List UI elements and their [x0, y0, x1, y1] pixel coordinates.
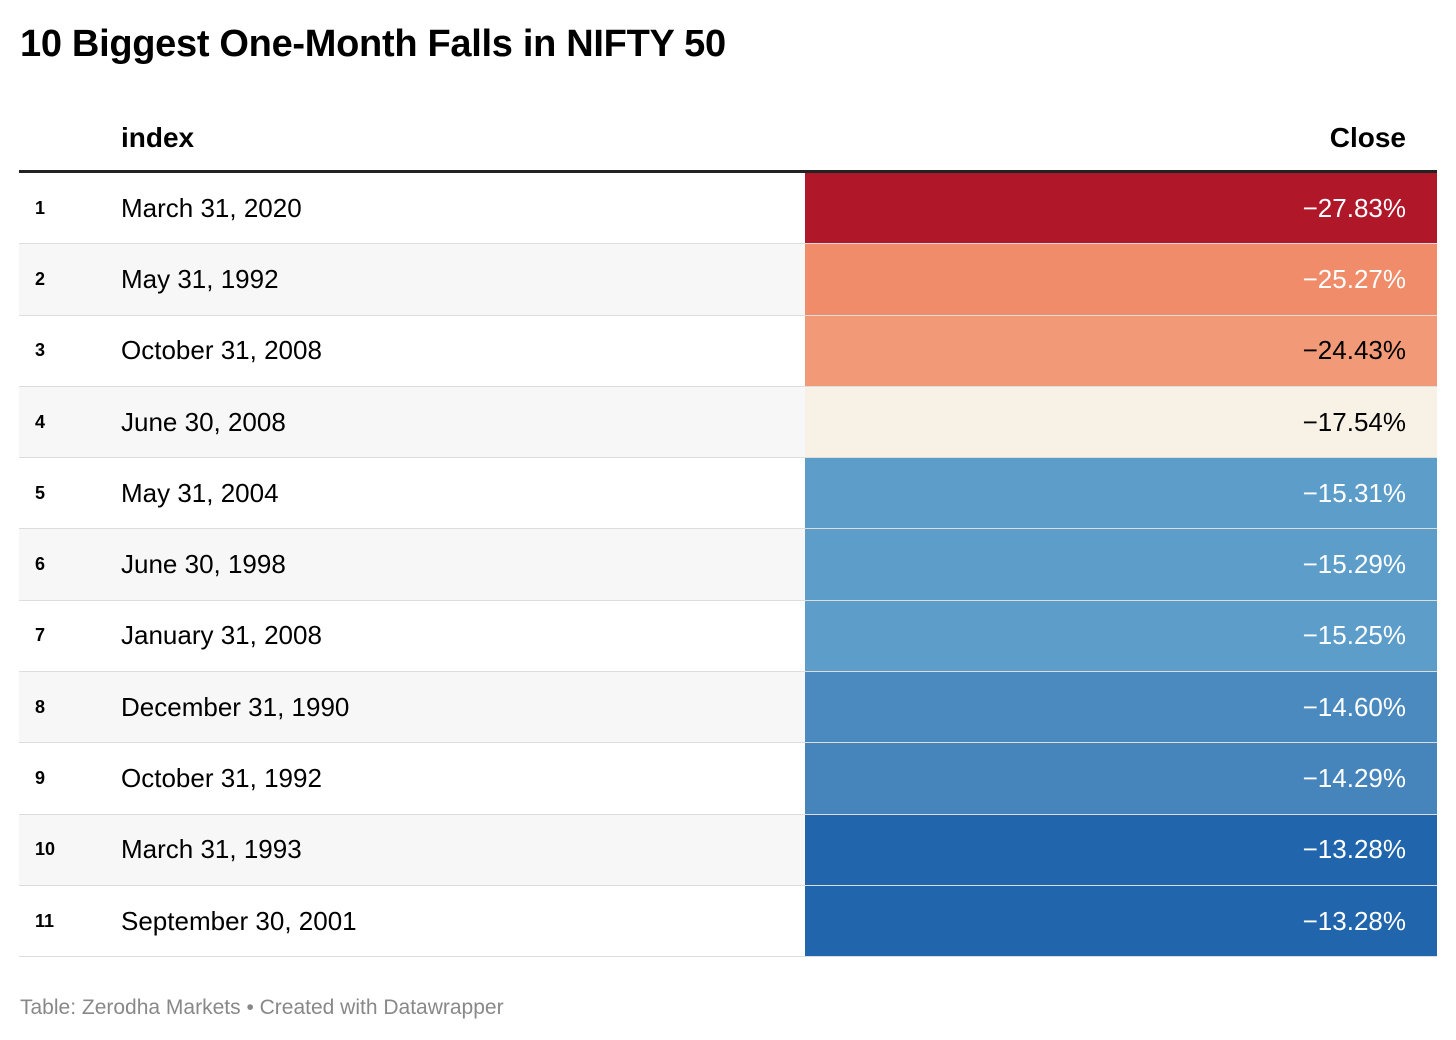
column-header-close[interactable]: Close	[1329, 122, 1406, 153]
row-rank: 4	[35, 411, 46, 432]
row-rank: 1	[35, 197, 46, 218]
footer: Table: Zerodha Markets • Created with Da…	[20, 994, 504, 1022]
row-date: September 30, 2001	[121, 905, 357, 936]
table-row: 2 May 31, 1992 −25.27%	[19, 244, 1437, 316]
row-close-value: −25.27%	[805, 244, 1437, 315]
row-close-value: −13.28%	[805, 885, 1437, 957]
data-table: index Close 1 March 31, 2020 −27.83% 2 May 3…	[19, 104, 1437, 958]
chart-title: 10 Biggest One-Month Falls in NIFTY 50	[20, 23, 726, 65]
column-header-index[interactable]: index	[121, 122, 195, 153]
row-close-value: −17.54%	[805, 386, 1437, 458]
row-close-value: −27.83%	[805, 173, 1437, 244]
row-close-value: −15.29%	[805, 529, 1437, 600]
row-rank: 2	[35, 268, 46, 289]
table-body: 1 March 31, 2020 −27.83% 2 May 31, 1992 −25.2…	[19, 173, 1437, 958]
row-date: May 31, 2004	[121, 477, 279, 508]
row-date: May 31, 1992	[121, 263, 279, 294]
row-close-value: −14.60%	[805, 672, 1437, 743]
row-date: January 31, 2008	[121, 620, 322, 651]
row-rank: 3	[35, 340, 46, 361]
row-date: October 31, 2008	[121, 335, 322, 366]
row-date: June 30, 2008	[121, 406, 286, 437]
row-rank: 5	[35, 482, 46, 503]
table-row: 1 March 31, 2020 −27.83%	[19, 173, 1437, 245]
row-close-value: −14.29%	[805, 743, 1437, 814]
table-row: 4 June 30, 2008 −17.54%	[19, 386, 1437, 459]
row-rank: 6	[35, 554, 46, 575]
row-rank: 10	[35, 839, 56, 860]
row-date: March 31, 1993	[121, 834, 302, 865]
table-row: 9 October 31, 1992 −14.29%	[19, 743, 1437, 815]
table-row: 3 October 31, 2008 −24.43%	[19, 315, 1437, 387]
row-close-value: −24.43%	[805, 315, 1437, 386]
row-date: March 31, 2020	[121, 192, 302, 223]
row-rank: 11	[35, 910, 55, 931]
table-row: 7 January 31, 2008 −15.25%	[19, 600, 1437, 673]
table-header: index Close	[19, 104, 1437, 173]
row-date: December 31, 1990	[121, 691, 350, 722]
table-row: 5 May 31, 2004 −15.31%	[19, 458, 1437, 530]
table-row: 11 September 30, 2001 −13.28%	[19, 885, 1437, 958]
row-close-value: −13.28%	[805, 814, 1437, 885]
row-date: October 31, 1992	[121, 763, 322, 794]
table-row: 8 December 31, 1990 −14.60%	[19, 672, 1437, 744]
table-row: 10 March 31, 1993 −13.28%	[19, 814, 1437, 886]
footer-source: Table: Zerodha Markets	[20, 996, 241, 1019]
row-close-value: −15.25%	[805, 600, 1437, 672]
footer-separator: •	[240, 996, 260, 1019]
row-date: June 30, 1998	[121, 549, 286, 580]
row-rank: 8	[35, 696, 46, 717]
footer-credit: Created with Datawrapper	[259, 996, 504, 1019]
row-rank: 7	[35, 625, 46, 646]
row-close-value: −15.31%	[805, 458, 1437, 529]
row-rank: 9	[35, 768, 46, 789]
table-row: 6 June 30, 1998 −15.29%	[19, 529, 1437, 601]
